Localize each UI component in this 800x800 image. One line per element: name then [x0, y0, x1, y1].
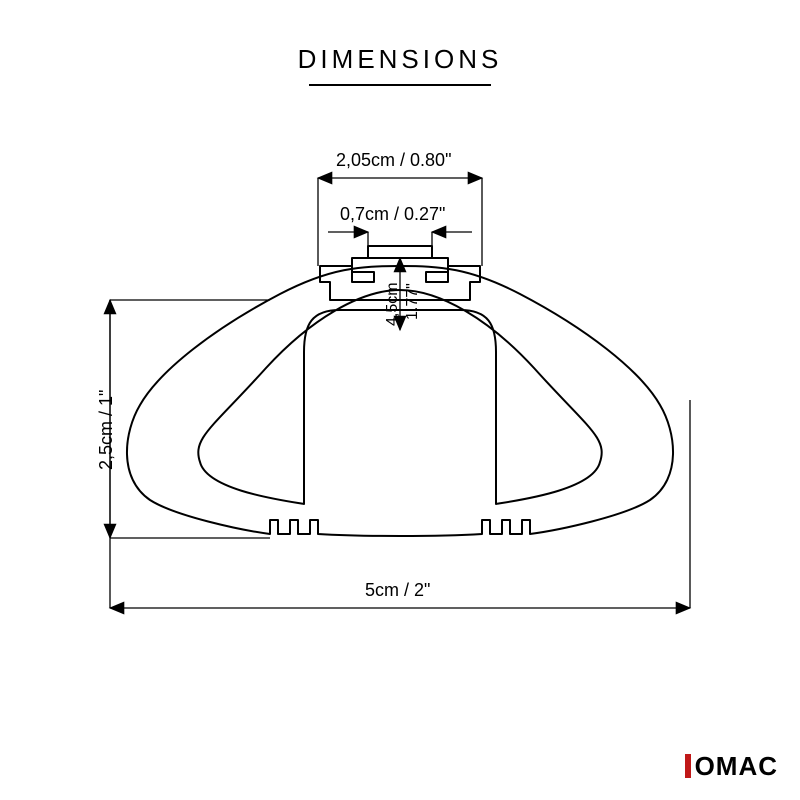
- brand-logo: OMAC: [685, 751, 778, 782]
- dim-label-depth-1: 4,5cm: [384, 282, 402, 326]
- profile-channel-slot: [368, 246, 432, 258]
- dim-top-inner: [328, 232, 472, 250]
- diagram-svg: [0, 0, 800, 800]
- dim-label-top-inner: 0,7cm / 0.27": [340, 204, 445, 225]
- dim-label-height: 2,5cm / 1": [96, 390, 117, 470]
- diagram-canvas: DIMENSIONS: [0, 0, 800, 800]
- brand-logo-bar: [685, 754, 691, 778]
- dim-label-width: 5cm / 2": [365, 580, 430, 601]
- dim-label-top-outer: 2,05cm / 0.80": [336, 150, 451, 171]
- brand-logo-text: OMAC: [695, 751, 778, 781]
- dim-label-depth-2: 1.77": [404, 283, 422, 320]
